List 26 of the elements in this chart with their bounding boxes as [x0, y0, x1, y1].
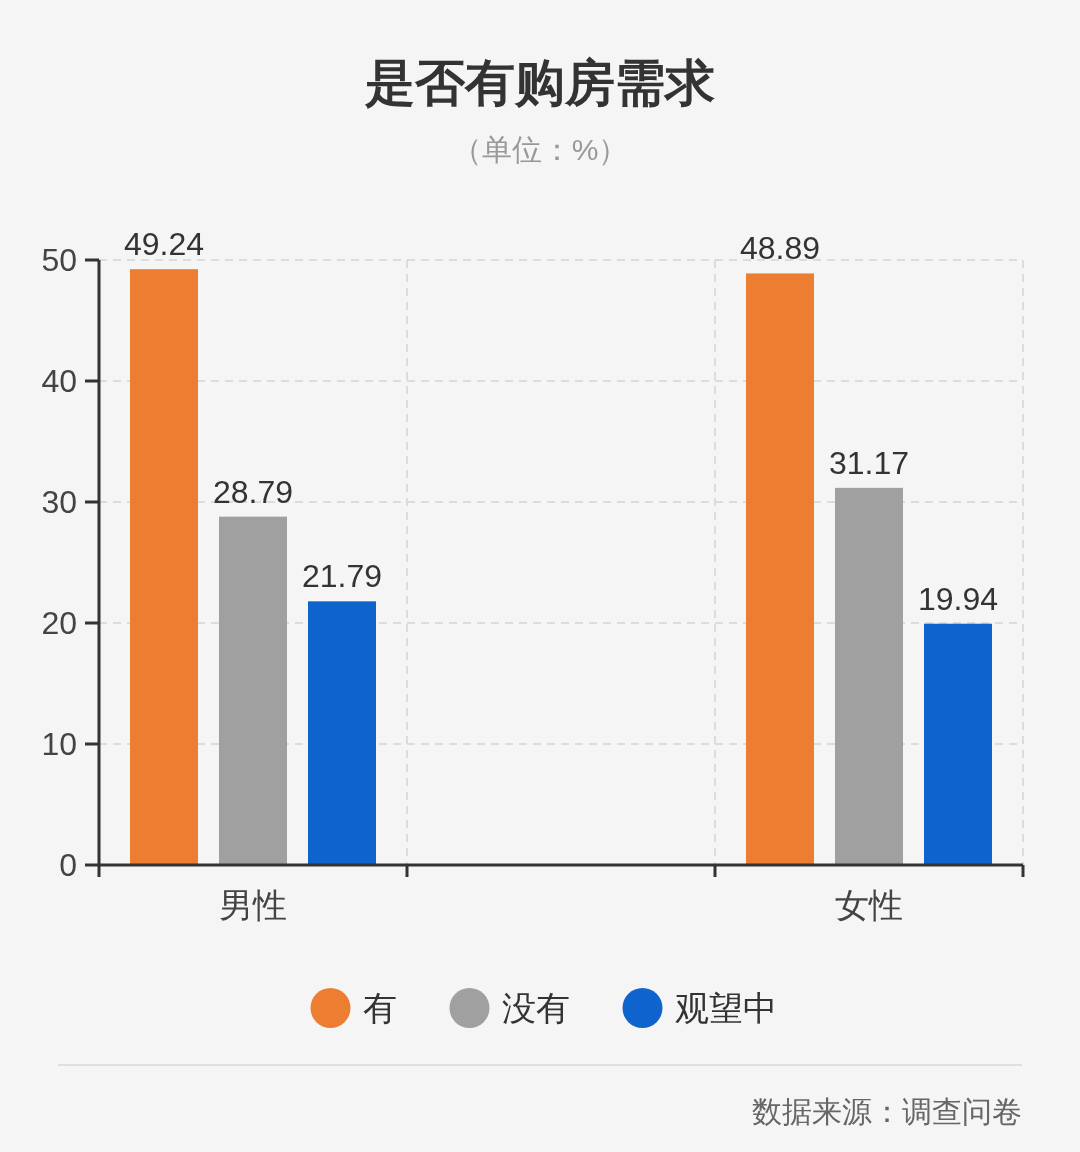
bar: [924, 623, 992, 865]
data-label: 31.17: [828, 444, 910, 481]
chart-subtitle: （单位：%）: [451, 133, 629, 166]
y-tick-label: 10: [41, 726, 77, 762]
data-label: 21.79: [301, 558, 383, 595]
y-tick-label: 40: [41, 363, 77, 399]
source-note: 数据来源：调查问卷: [752, 1095, 1022, 1128]
y-tick-label: 50: [41, 242, 77, 278]
legend-label: 有: [362, 989, 397, 1027]
data-label: 28.79: [212, 473, 294, 510]
bar: [219, 516, 287, 865]
bar: [308, 601, 376, 865]
bar: [746, 273, 814, 865]
x-tick-label: 男性: [219, 886, 287, 924]
bar: [130, 269, 198, 865]
data-label: 49.24: [123, 226, 205, 263]
chart-title: 是否有购房需求: [364, 55, 715, 111]
y-tick-label: 0: [59, 847, 77, 883]
x-tick-label: 女性: [835, 886, 903, 924]
legend-label: 观望中: [674, 989, 777, 1027]
legend-label: 没有: [501, 989, 570, 1027]
data-label: 48.89: [739, 230, 821, 267]
y-tick-label: 20: [41, 605, 77, 641]
bar: [835, 487, 903, 865]
y-tick-label: 30: [41, 484, 77, 520]
data-label: 19.94: [917, 580, 999, 617]
